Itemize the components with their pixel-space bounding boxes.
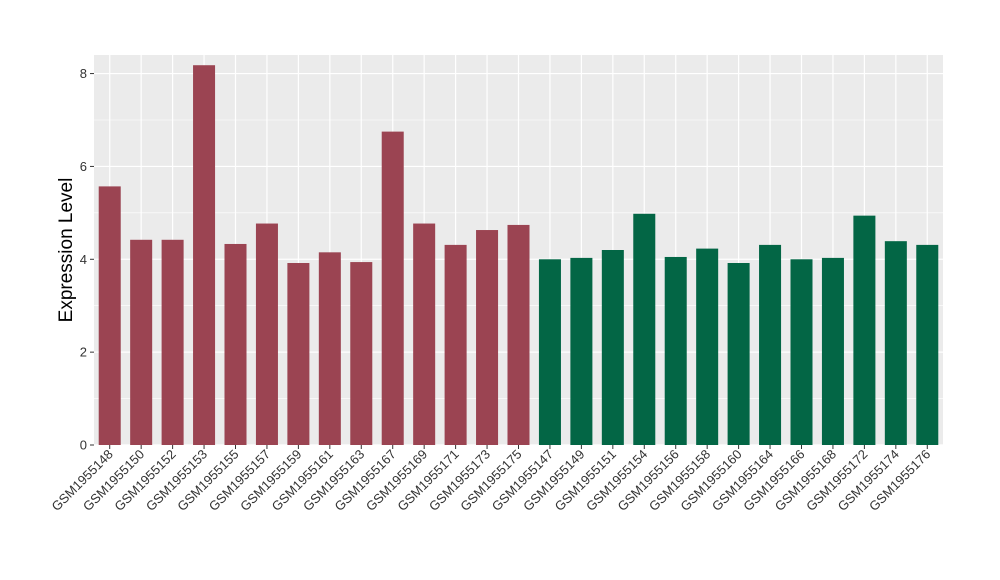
bar: [790, 259, 813, 445]
bar: [664, 256, 687, 445]
bar: [601, 250, 624, 445]
y-axis: 0 2 4 6 8: [80, 66, 94, 453]
y-tick-label: 2: [80, 345, 87, 360]
bar: [853, 215, 876, 445]
bar: [98, 186, 121, 445]
y-tick-label: 4: [80, 252, 87, 267]
y-tick-label: 6: [80, 159, 87, 174]
bar: [696, 248, 719, 445]
bar: [884, 241, 907, 445]
bar: [413, 223, 436, 445]
bar: [507, 224, 530, 445]
bar: [381, 131, 404, 445]
bar: [538, 259, 561, 445]
y-tick-label: 0: [80, 438, 87, 453]
bar: [759, 244, 782, 445]
bar: [444, 244, 467, 445]
bar: [727, 263, 750, 445]
bar: [476, 230, 499, 445]
bar: [224, 243, 247, 445]
bar: [287, 263, 310, 445]
bar: [821, 257, 844, 445]
bar: [130, 239, 153, 445]
bar: [161, 239, 184, 445]
bar: [318, 252, 341, 445]
bar: [350, 262, 373, 445]
y-axis-title: Expression Level: [56, 178, 77, 323]
bar: [570, 257, 593, 445]
x-axis: GSM1955148GSM1955150GSM1955152GSM1955153…: [49, 445, 933, 514]
bar: [633, 213, 656, 445]
bar: [193, 65, 216, 445]
bars: [98, 65, 939, 445]
bar: [255, 223, 278, 445]
bar: [916, 244, 939, 445]
y-tick-label: 8: [80, 66, 87, 81]
